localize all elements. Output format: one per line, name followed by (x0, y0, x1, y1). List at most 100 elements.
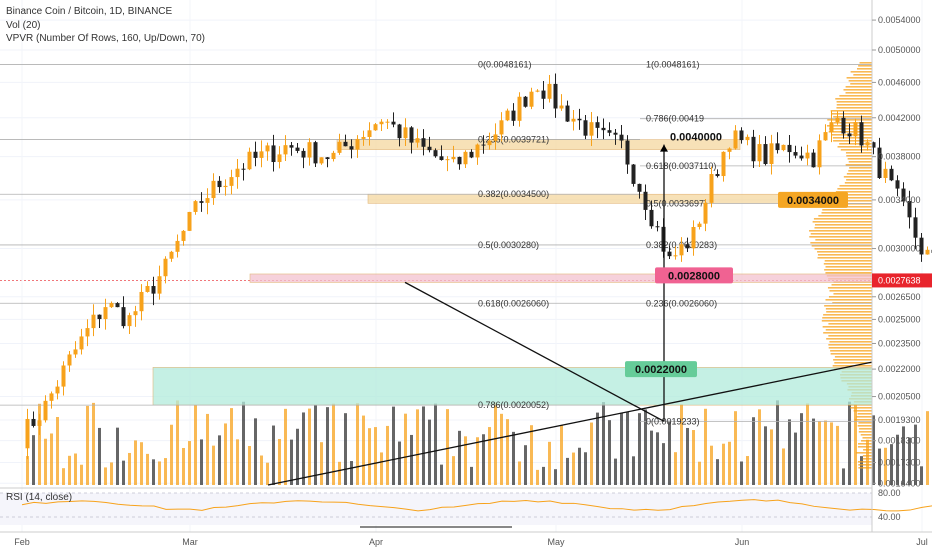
vpvr-row (825, 308, 872, 310)
vpvr-row (828, 296, 872, 298)
current-price-tag (872, 273, 932, 288)
candle-body (259, 151, 264, 158)
candle-body (433, 150, 438, 157)
price-tick-label: 0.0050000 (878, 45, 921, 55)
candle-body (349, 146, 354, 150)
volume-bar (590, 422, 593, 485)
candle-body (853, 122, 858, 137)
candle-body (313, 142, 318, 164)
candle-body (139, 291, 144, 312)
volume-bar (452, 456, 455, 485)
volume-bar (128, 452, 131, 485)
vpvr-row (835, 191, 872, 193)
candle-body (43, 400, 48, 421)
candle-body (883, 168, 888, 178)
time-tick-label: Feb (14, 537, 30, 547)
candle-body (187, 211, 192, 231)
fib-label-right: 0.5(0.0033697) (646, 198, 707, 208)
time-tick-label: May (547, 537, 565, 547)
vpvr-row (830, 350, 872, 352)
volume-bar (62, 468, 65, 485)
volume-bar (812, 418, 815, 485)
target-arrow-head (660, 144, 668, 152)
candle-body (325, 157, 330, 160)
volume-bar (566, 457, 569, 485)
candle-body (415, 138, 420, 143)
fib-label-left: 0.786(0.0020052) (478, 400, 549, 410)
volume-bar (914, 424, 917, 485)
vpvr-row (856, 416, 872, 418)
volume-bar (356, 403, 359, 485)
vpvr-row (858, 431, 872, 433)
vpvr-row (844, 182, 872, 184)
volume-bar (596, 412, 599, 485)
vpvr-row (853, 74, 872, 76)
price-tick-label: 0.0054000 (878, 15, 921, 25)
volume-bar (698, 461, 701, 485)
candle-body (799, 155, 804, 159)
vpvr-row (857, 461, 872, 463)
drawings: 0.0040000 0.0034000 0.0028000 0.0022000 (267, 132, 873, 486)
vpvr-row (834, 362, 872, 364)
vpvr-row (846, 179, 872, 181)
vpvr-row (857, 425, 872, 427)
vpvr-row (822, 317, 872, 319)
candle-body (913, 217, 918, 238)
vpvr-indicator-label: VPVR (Number Of Rows, 160, Up/Down, 70) (6, 33, 205, 44)
vpvr-row (829, 341, 872, 343)
vpvr-row (836, 101, 872, 103)
vpvr-row (827, 287, 872, 289)
rsi-line (21, 499, 932, 512)
candle-body (391, 121, 396, 125)
candle-body (577, 118, 582, 121)
volume-bar (488, 427, 491, 485)
volume-bar (332, 403, 335, 485)
candle-body (733, 130, 738, 149)
volume-bar (50, 433, 53, 485)
candle-body (97, 314, 102, 320)
volume-bar (200, 439, 203, 485)
vpvr-row (821, 212, 872, 214)
volume-bar (368, 428, 371, 485)
time-tick-label: Mar (182, 537, 198, 547)
volume-bar (410, 434, 413, 485)
candle-body (877, 147, 882, 178)
vpvr-row (831, 134, 872, 136)
volume-bar (536, 469, 539, 485)
volume-bar (644, 409, 647, 485)
candle-body (103, 307, 108, 320)
price-tick-label: 0.0020500 (878, 392, 921, 402)
candle-body (385, 121, 390, 123)
vpvr-row (829, 128, 872, 130)
candle-body (517, 96, 522, 121)
volume-bar (446, 409, 449, 485)
volume-bar (902, 426, 905, 485)
rsi-panel: 80.00 40.00 (0, 487, 932, 528)
candle-body (745, 136, 750, 141)
volume-bar (836, 425, 839, 485)
vpvr-row (832, 302, 872, 304)
volume-bar (704, 408, 707, 485)
vpvr-row (835, 197, 872, 199)
price-tick-label: 0.0046000 (878, 77, 921, 87)
price-tick-label: 0.0026500 (878, 292, 921, 302)
volume-bar (416, 409, 419, 485)
volume-bar (632, 456, 635, 485)
current-price-label: 0.0027638 (878, 275, 921, 285)
time-tick-label: Apr (369, 537, 383, 547)
candle-body (451, 156, 456, 160)
volume-bar (248, 446, 251, 485)
volume-bar (272, 425, 275, 485)
volume-bar (560, 425, 563, 485)
volume-bar (824, 420, 827, 485)
volume-bar (260, 455, 263, 485)
fib-label-left: 0(0.0048161) (478, 60, 532, 70)
volume-bar (782, 448, 785, 485)
vpvr-row (823, 332, 872, 334)
candle-body (589, 122, 594, 136)
fib-label-right: 1(0.0048161) (646, 60, 700, 70)
rsi-level-label: 80.00 (878, 488, 901, 498)
vpvr-row (845, 92, 872, 94)
volume-bar (440, 464, 443, 485)
volume-bar (296, 428, 299, 485)
